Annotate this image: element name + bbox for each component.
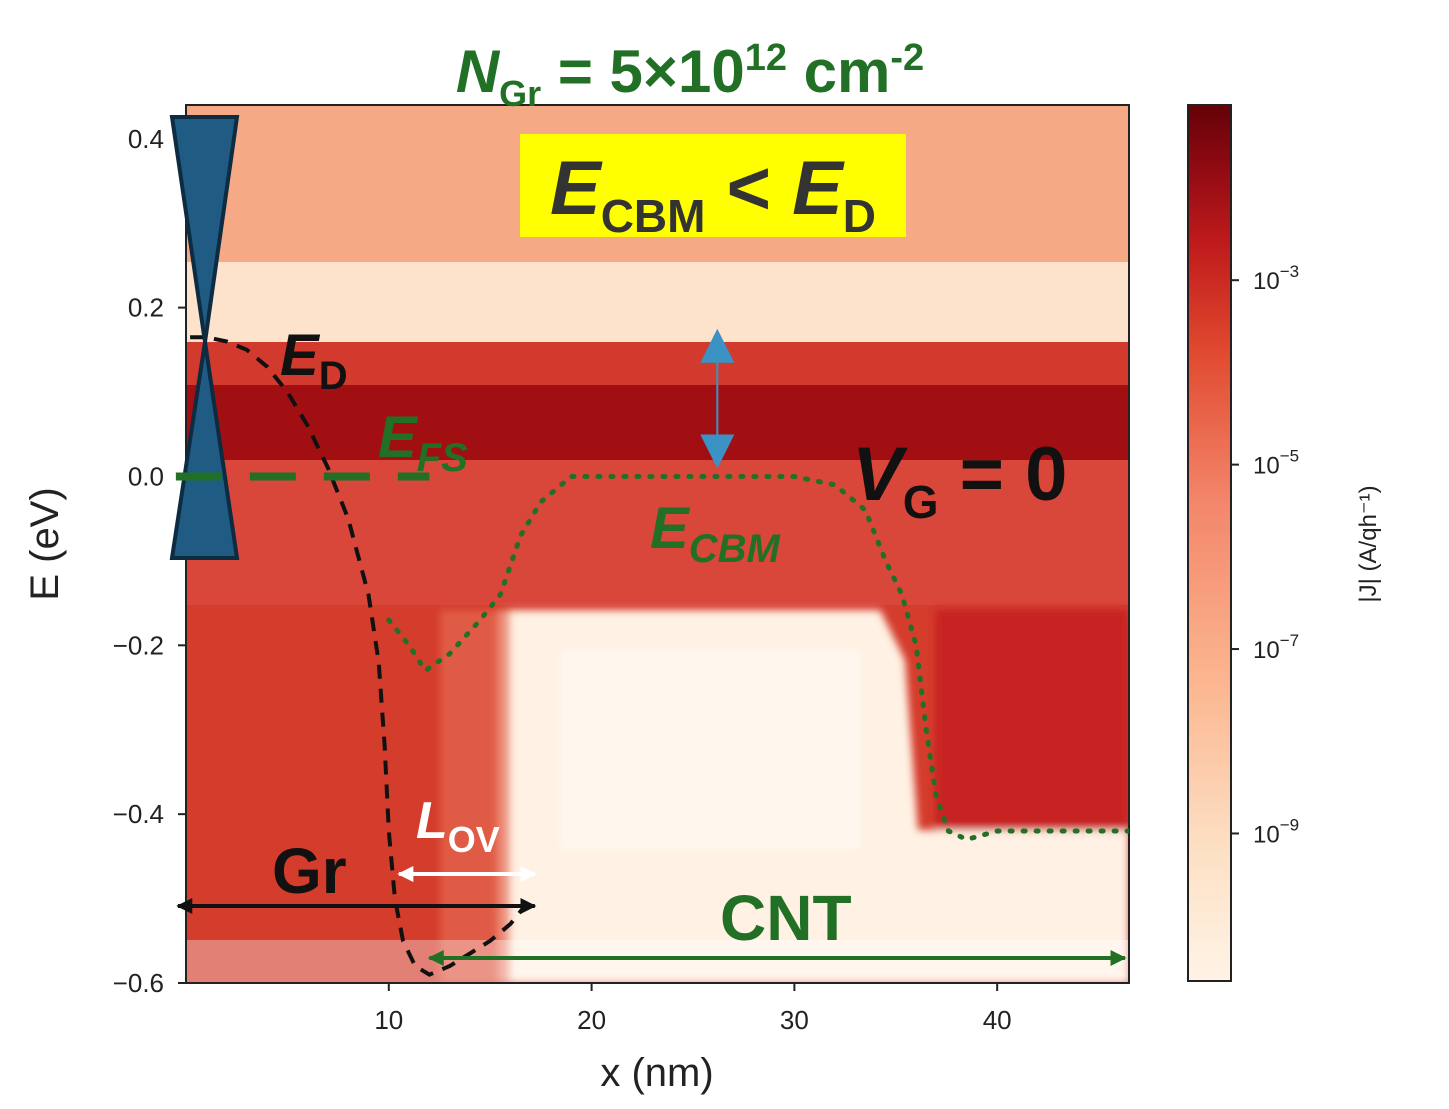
dirac-cone-lower xyxy=(169,341,240,560)
title-unit: cm xyxy=(787,38,890,105)
y-tick-label: 0.0 xyxy=(128,461,164,491)
gate-voltage-label: VG = 0 xyxy=(852,432,1067,528)
fermi-level-label: EFS xyxy=(378,405,468,480)
colorbar: 10−3 10−5 10−7 10−9 |J| (A/qh⁻¹) xyxy=(1187,104,1382,982)
y-tick-label: 0.2 xyxy=(128,293,164,323)
condition-highlight xyxy=(520,134,906,237)
colorbar-tick-label: 10−9 xyxy=(1253,815,1299,848)
heatmap-cnt-gap-edge xyxy=(560,650,860,850)
overlap-length-label: LOV xyxy=(416,792,500,860)
y-tick-label: −0.6 xyxy=(113,968,164,998)
colorbar-gradient xyxy=(1187,104,1232,982)
heatmap-right-lobe xyxy=(935,610,1129,830)
energy-offset-arrow-down-head xyxy=(700,434,735,469)
title-symbol: N xyxy=(456,38,501,105)
colorbar-tick-label: 10−5 xyxy=(1253,447,1299,480)
x-tick-label: 40 xyxy=(983,1005,1012,1035)
title-superscript-2: -2 xyxy=(890,37,924,79)
conduction-band-curve xyxy=(386,474,1129,843)
colorbar-tick-label: 10−7 xyxy=(1253,631,1299,664)
energy-offset-arrow-up-head xyxy=(700,328,735,363)
condition-label: ECBM < ED xyxy=(550,146,876,242)
title-subscript: Gr xyxy=(499,73,541,114)
y-axis: 0.4 0.2 0.0 −0.2 −0.4 −0.6 xyxy=(113,124,186,998)
chart-title: NGr = 5×1012 cm-2 xyxy=(456,37,924,114)
title-superscript-1: 12 xyxy=(745,37,787,79)
colorbar-tick-label: 10−3 xyxy=(1253,262,1299,295)
heatmap-band-dark xyxy=(186,385,1129,465)
heatmap-band-red xyxy=(186,342,1129,392)
heatmap-band-pale xyxy=(186,262,1129,342)
cnt-label: CNT xyxy=(720,882,852,954)
graphene-label: Gr xyxy=(272,835,347,907)
y-tick-label: 0.4 xyxy=(128,124,164,154)
x-tick-label: 30 xyxy=(780,1005,809,1035)
heatmap-overlap-fade xyxy=(440,610,510,983)
dirac-energy-curve xyxy=(190,335,533,977)
y-axis-label: E (eV) xyxy=(23,487,67,600)
dirac-cone-upper xyxy=(169,115,240,343)
x-tick-label: 20 xyxy=(577,1005,606,1035)
dirac-cone-icon xyxy=(169,115,240,560)
current-density-heatmap xyxy=(186,105,1129,983)
heatmap-bottom-fade xyxy=(186,940,1129,983)
x-axis: 10 20 30 40 xyxy=(374,983,1012,1035)
colorbar-ticks: 10−3 10−5 10−7 10−9 xyxy=(1231,262,1299,848)
x-axis-label: x (nm) xyxy=(600,1051,713,1095)
conduction-band-label: ECBM xyxy=(650,496,781,571)
x-tick-label: 10 xyxy=(374,1005,403,1035)
band-curves xyxy=(190,335,1129,977)
colorbar-label: |J| (A/qh⁻¹) xyxy=(1355,485,1382,602)
y-tick-label: −0.4 xyxy=(113,799,164,829)
heatmap-band-mid xyxy=(186,460,1129,610)
y-tick-label: −0.2 xyxy=(113,630,164,660)
title-equation: = 5×10 xyxy=(541,38,745,105)
dirac-energy-label: ED xyxy=(280,323,348,398)
